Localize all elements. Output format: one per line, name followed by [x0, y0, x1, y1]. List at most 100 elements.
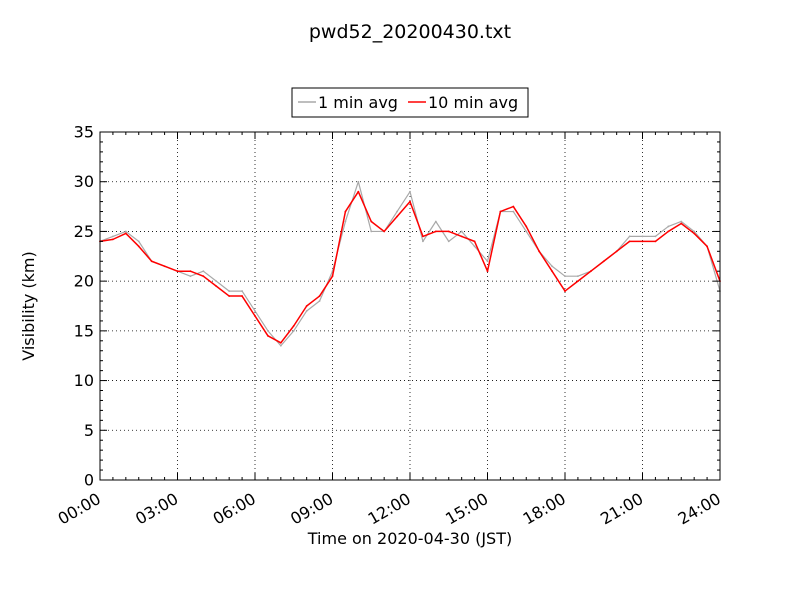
data-point-10-min-avg	[163, 265, 166, 268]
data-point-1-min-avg	[305, 310, 308, 312]
data-point-10-min-avg	[357, 190, 360, 193]
data-point-1-min-avg	[318, 300, 321, 302]
data-point-1-min-avg	[370, 230, 373, 233]
legend-label-10-min-avg: 10 min avg	[428, 93, 518, 112]
data-point-10-min-avg	[447, 230, 450, 233]
data-point-10-min-avg	[525, 225, 528, 228]
y-tick-label: 35	[74, 123, 94, 142]
legend: 1 min avg 10 min avg	[291, 87, 529, 118]
data-point-10-min-avg	[370, 220, 373, 223]
data-point-1-min-avg	[344, 220, 347, 223]
data-point-10-min-avg	[680, 222, 683, 225]
data-point-10-min-avg	[112, 238, 114, 241]
data-point-10-min-avg	[396, 215, 398, 218]
y-tick-label: 0	[84, 471, 94, 490]
data-point-10-min-avg	[267, 334, 269, 337]
data-point-1-min-avg	[564, 275, 566, 278]
data-point-1-min-avg	[447, 240, 450, 243]
data-point-1-min-avg	[396, 210, 398, 213]
data-point-10-min-avg	[409, 200, 411, 203]
data-point-10-min-avg	[176, 270, 179, 273]
data-point-10-min-avg	[654, 240, 657, 243]
data-point-1-min-avg	[693, 230, 696, 233]
data-point-1-min-avg	[680, 220, 683, 223]
data-point-10-min-avg	[434, 230, 437, 233]
data-point-10-min-avg	[589, 270, 592, 273]
y-tick-label: 25	[74, 222, 94, 241]
data-point-1-min-avg	[254, 310, 256, 312]
data-point-1-min-avg	[577, 275, 579, 278]
data-point-10-min-avg	[228, 295, 231, 297]
data-point-1-min-avg	[525, 230, 528, 233]
data-point-1-min-avg	[241, 290, 243, 292]
y-tick-label: 10	[74, 371, 94, 390]
y-tick-label: 15	[74, 321, 94, 340]
data-point-10-min-avg	[551, 270, 553, 273]
data-point-1-min-avg	[460, 230, 463, 233]
data-point-10-min-avg	[215, 285, 218, 288]
y-tick-label: 5	[84, 421, 94, 440]
data-point-1-min-avg	[137, 240, 140, 243]
data-point-10-min-avg	[331, 275, 334, 278]
data-point-1-min-avg	[124, 230, 127, 233]
data-point-10-min-avg	[344, 210, 347, 213]
data-point-1-min-avg	[641, 235, 644, 238]
data-point-10-min-avg	[577, 280, 579, 283]
data-point-1-min-avg	[112, 235, 114, 238]
series-layer	[99, 180, 721, 347]
data-point-1-min-avg	[434, 220, 437, 223]
axis-ticks	[99, 131, 721, 481]
data-point-1-min-avg	[512, 210, 515, 213]
data-point-10-min-avg	[538, 250, 541, 253]
data-point-10-min-avg	[667, 230, 670, 233]
data-point-1-min-avg	[357, 180, 360, 183]
data-point-10-min-avg	[202, 275, 205, 278]
data-point-1-min-avg	[215, 280, 218, 283]
data-point-10-min-avg	[422, 235, 424, 238]
data-point-10-min-avg	[628, 240, 631, 243]
y-tick-labels: 0 5 10 15 20 25 30 35	[74, 123, 94, 490]
data-point-10-min-avg	[305, 305, 308, 307]
data-point-10-min-avg	[641, 240, 644, 243]
data-point-1-min-avg	[667, 225, 670, 228]
y-tick-label: 30	[74, 172, 94, 191]
data-point-10-min-avg	[615, 250, 618, 253]
data-point-10-min-avg	[241, 295, 243, 297]
data-point-10-min-avg	[137, 245, 140, 248]
data-point-10-min-avg	[292, 324, 295, 327]
data-point-10-min-avg	[706, 245, 708, 248]
data-point-10-min-avg	[279, 341, 282, 344]
data-point-1-min-avg	[422, 240, 424, 243]
data-point-1-min-avg	[189, 275, 192, 278]
data-point-10-min-avg	[460, 235, 463, 238]
data-point-1-min-avg	[654, 235, 657, 238]
data-point-1-min-avg	[486, 260, 489, 263]
data-point-10-min-avg	[564, 290, 566, 292]
data-point-1-min-avg	[473, 245, 476, 248]
data-point-10-min-avg	[189, 270, 192, 273]
data-point-1-min-avg	[409, 190, 411, 193]
x-axis-label: Time on 2020-04-30 (JST)	[307, 529, 512, 548]
data-point-10-min-avg	[693, 232, 696, 235]
data-point-10-min-avg	[486, 270, 489, 273]
data-point-1-min-avg	[628, 235, 631, 238]
y-tick-label: 20	[74, 272, 94, 291]
data-point-10-min-avg	[512, 205, 515, 208]
data-point-10-min-avg	[473, 240, 476, 243]
data-point-1-min-avg	[292, 329, 295, 332]
data-point-10-min-avg	[254, 315, 256, 317]
data-point-10-min-avg	[124, 232, 127, 235]
chart-title: pwd52_20200430.txt	[309, 21, 511, 43]
data-point-1-min-avg	[202, 270, 205, 273]
data-point-10-min-avg	[383, 230, 386, 233]
data-point-1-min-avg	[267, 329, 269, 332]
data-point-10-min-avg	[318, 295, 321, 297]
data-point-10-min-avg	[499, 210, 502, 213]
data-point-1-min-avg	[551, 265, 553, 268]
y-axis-label: Visibility (km)	[19, 251, 38, 360]
data-point-1-min-avg	[228, 290, 231, 292]
data-point-10-min-avg	[150, 260, 153, 263]
data-point-1-min-avg	[279, 344, 282, 347]
legend-label-1-min-avg: 1 min avg	[318, 93, 398, 112]
